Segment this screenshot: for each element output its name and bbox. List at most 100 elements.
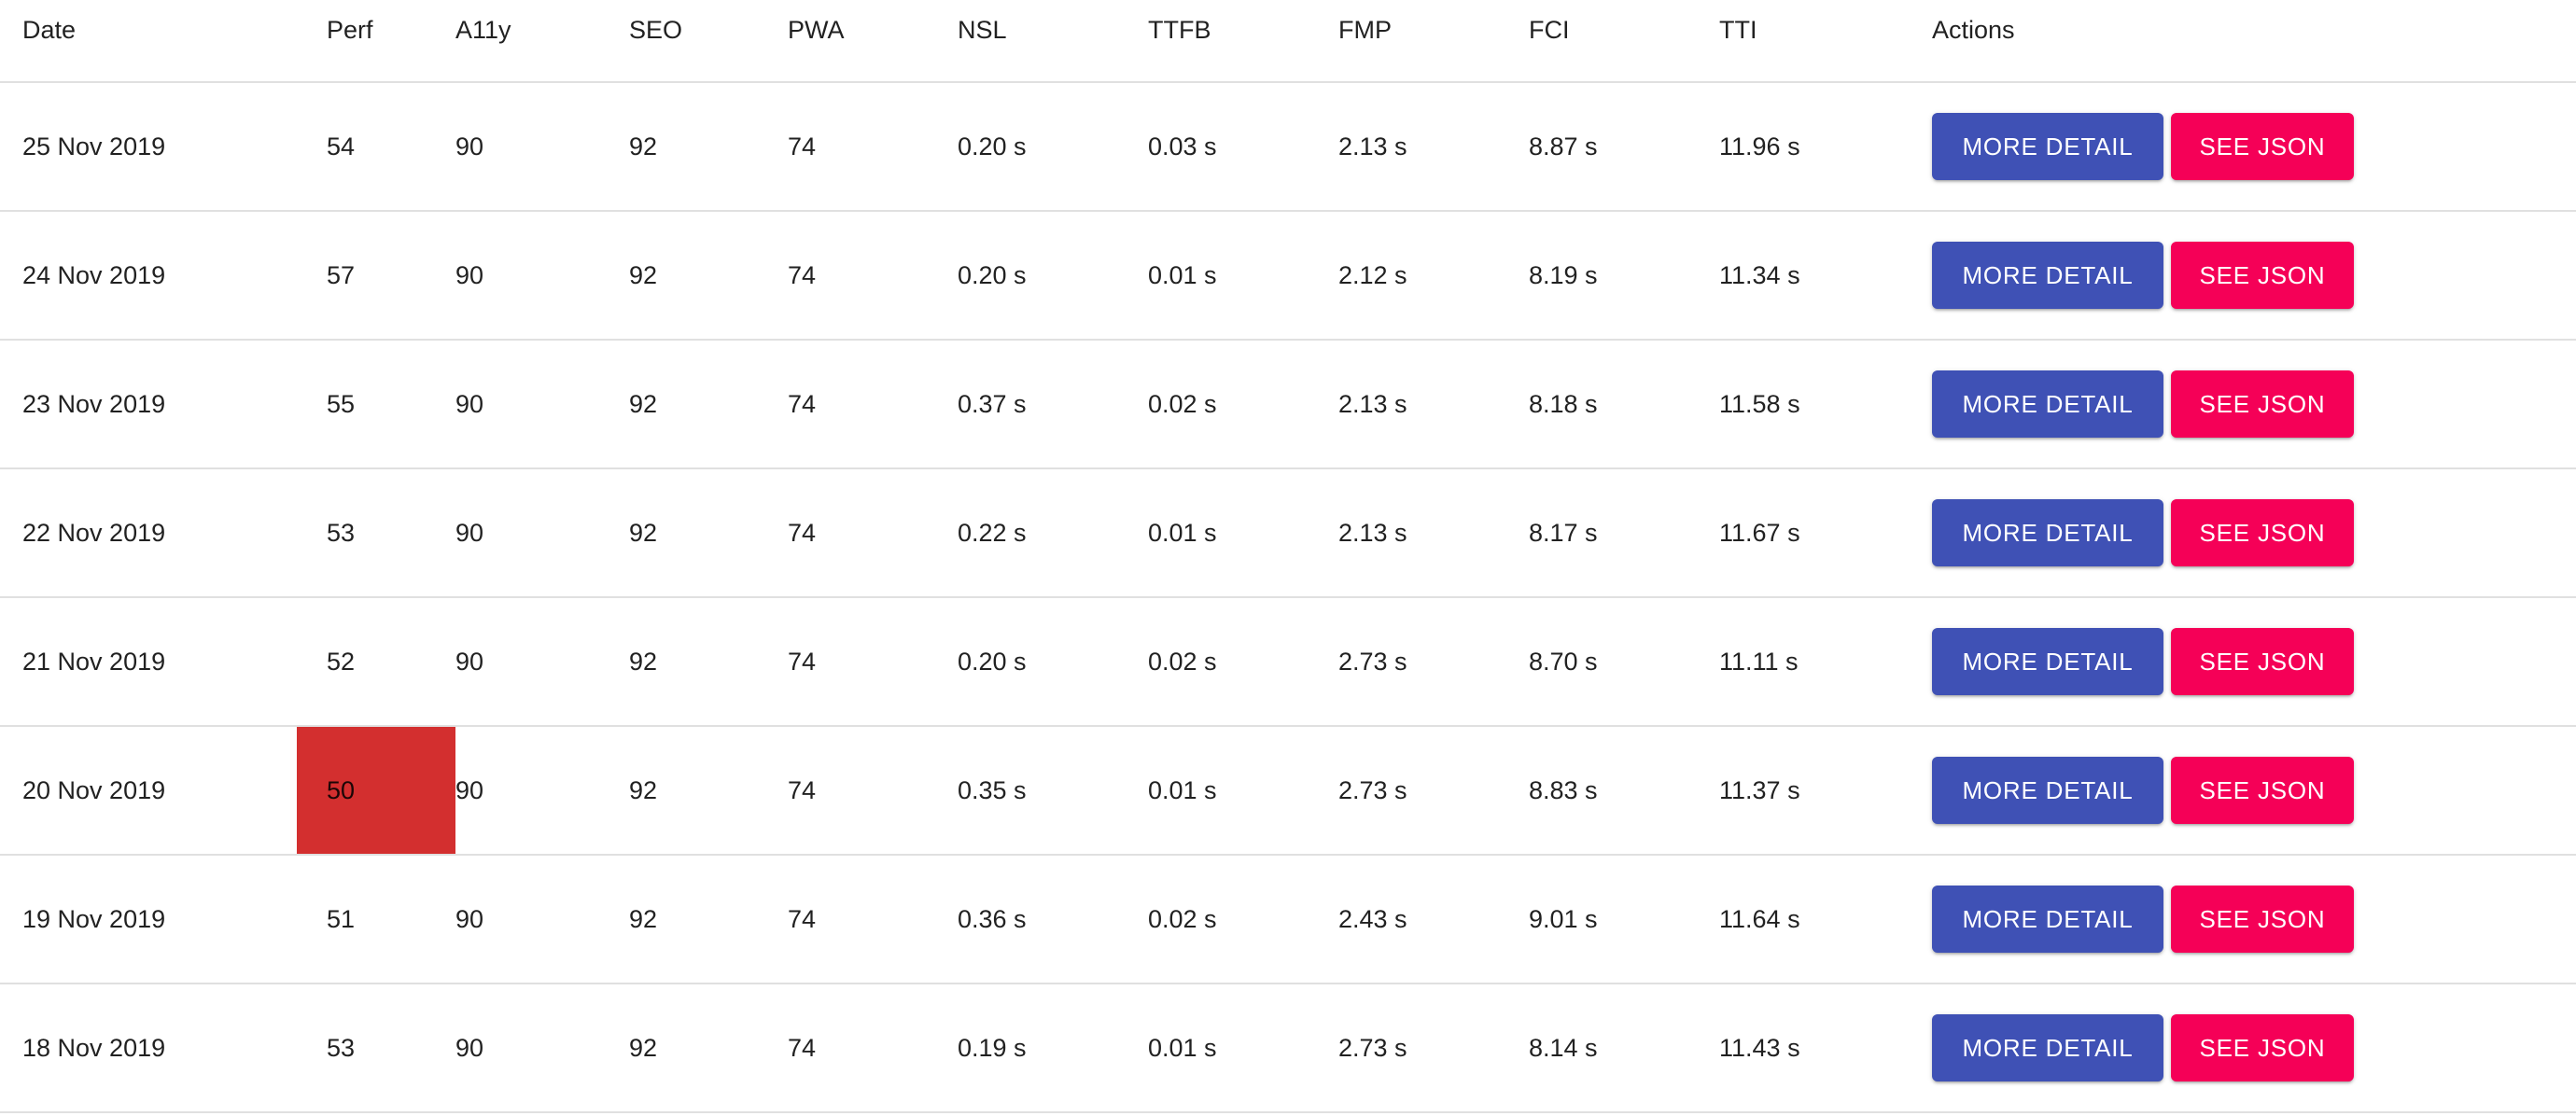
see-json-button[interactable]: SEE JSON	[2171, 1014, 2354, 1081]
cell-perf-highlighted: 50	[297, 726, 455, 856]
cell-a11y: 90	[455, 855, 629, 984]
cell-actions: MORE DETAIL SEE JSON	[1932, 726, 2576, 856]
header-actions: Actions	[1932, 0, 2576, 83]
more-detail-button[interactable]: MORE DETAIL	[1932, 113, 2163, 180]
see-json-button[interactable]: SEE JSON	[2171, 499, 2354, 566]
more-detail-button[interactable]: MORE DETAIL	[1932, 1014, 2163, 1081]
see-json-button[interactable]: SEE JSON	[2171, 757, 2354, 824]
see-json-button[interactable]: SEE JSON	[2171, 628, 2354, 695]
cell-fci: 8.18 s	[1529, 340, 1719, 469]
cell-nsl: 0.19 s	[958, 983, 1148, 1113]
cell-ttfb: 0.02 s	[1148, 855, 1338, 984]
header-seo: SEO	[629, 0, 788, 83]
cell-seo: 92	[629, 468, 788, 598]
cell-tti: 11.96 s	[1719, 82, 1932, 212]
header-fci: FCI	[1529, 0, 1719, 83]
table-row: 20 Nov 2019 50 90 92 74 0.35 s 0.01 s 2.…	[0, 726, 2576, 856]
cell-date: 21 Nov 2019	[0, 597, 297, 727]
table-row: 19 Nov 2019 51 90 92 74 0.36 s 0.02 s 2.…	[0, 855, 2576, 984]
cell-date: 24 Nov 2019	[0, 211, 297, 341]
cell-a11y: 90	[455, 82, 629, 212]
cell-nsl: 0.20 s	[958, 211, 1148, 341]
header-row: Date Perf A11y SEO PWA NSL TTFB FMP FCI …	[0, 0, 2576, 83]
cell-actions: MORE DETAIL SEE JSON	[1932, 211, 2576, 341]
table-header: Date Perf A11y SEO PWA NSL TTFB FMP FCI …	[0, 0, 2576, 83]
cell-pwa: 74	[788, 726, 958, 856]
cell-tti: 11.64 s	[1719, 855, 1932, 984]
cell-seo: 92	[629, 855, 788, 984]
cell-seo: 92	[629, 211, 788, 341]
table-row: 22 Nov 2019 53 90 92 74 0.22 s 0.01 s 2.…	[0, 468, 2576, 598]
cell-date: 18 Nov 2019	[0, 983, 297, 1113]
cell-nsl: 0.36 s	[958, 855, 1148, 984]
cell-a11y: 90	[455, 468, 629, 598]
cell-perf: 57	[297, 211, 455, 341]
cell-nsl: 0.37 s	[958, 340, 1148, 469]
cell-tti: 11.43 s	[1719, 983, 1932, 1113]
cell-date: 25 Nov 2019	[0, 82, 297, 212]
cell-actions: MORE DETAIL SEE JSON	[1932, 468, 2576, 598]
cell-fmp: 2.73 s	[1338, 983, 1529, 1113]
cell-ttfb: 0.02 s	[1148, 340, 1338, 469]
cell-nsl: 0.20 s	[958, 597, 1148, 727]
more-detail-button[interactable]: MORE DETAIL	[1932, 757, 2163, 824]
cell-ttfb: 0.01 s	[1148, 726, 1338, 856]
cell-pwa: 74	[788, 82, 958, 212]
cell-seo: 92	[629, 983, 788, 1113]
see-json-button[interactable]: SEE JSON	[2171, 886, 2354, 953]
more-detail-button[interactable]: MORE DETAIL	[1932, 370, 2163, 438]
cell-actions: MORE DETAIL SEE JSON	[1932, 82, 2576, 212]
see-json-button[interactable]: SEE JSON	[2171, 242, 2354, 309]
cell-tti: 11.34 s	[1719, 211, 1932, 341]
cell-fci: 8.70 s	[1529, 597, 1719, 727]
cell-seo: 92	[629, 597, 788, 727]
table-body: 25 Nov 2019 54 90 92 74 0.20 s 0.03 s 2.…	[0, 82, 2576, 1113]
more-detail-button[interactable]: MORE DETAIL	[1932, 242, 2163, 309]
cell-fci: 8.14 s	[1529, 983, 1719, 1113]
cell-seo: 92	[629, 726, 788, 856]
cell-fci: 8.87 s	[1529, 82, 1719, 212]
cell-fmp: 2.12 s	[1338, 211, 1529, 341]
more-detail-button[interactable]: MORE DETAIL	[1932, 886, 2163, 953]
cell-ttfb: 0.01 s	[1148, 468, 1338, 598]
table-row: 23 Nov 2019 55 90 92 74 0.37 s 0.02 s 2.…	[0, 340, 2576, 469]
cell-ttfb: 0.01 s	[1148, 983, 1338, 1113]
table-row: 25 Nov 2019 54 90 92 74 0.20 s 0.03 s 2.…	[0, 82, 2576, 212]
cell-pwa: 74	[788, 468, 958, 598]
cell-seo: 92	[629, 82, 788, 212]
cell-perf: 53	[297, 468, 455, 598]
cell-ttfb: 0.02 s	[1148, 597, 1338, 727]
header-date: Date	[0, 0, 297, 83]
cell-fci: 8.19 s	[1529, 211, 1719, 341]
cell-fci: 8.17 s	[1529, 468, 1719, 598]
cell-actions: MORE DETAIL SEE JSON	[1932, 983, 2576, 1113]
more-detail-button[interactable]: MORE DETAIL	[1932, 628, 2163, 695]
cell-tti: 11.58 s	[1719, 340, 1932, 469]
cell-pwa: 74	[788, 340, 958, 469]
cell-actions: MORE DETAIL SEE JSON	[1932, 340, 2576, 469]
cell-tti: 11.67 s	[1719, 468, 1932, 598]
cell-ttfb: 0.03 s	[1148, 82, 1338, 212]
cell-perf: 54	[297, 82, 455, 212]
header-ttfb: TTFB	[1148, 0, 1338, 83]
cell-date: 23 Nov 2019	[0, 340, 297, 469]
table-row: 24 Nov 2019 57 90 92 74 0.20 s 0.01 s 2.…	[0, 211, 2576, 341]
header-pwa: PWA	[788, 0, 958, 83]
header-tti: TTI	[1719, 0, 1932, 83]
table-row: 18 Nov 2019 53 90 92 74 0.19 s 0.01 s 2.…	[0, 983, 2576, 1113]
header-nsl: NSL	[958, 0, 1148, 83]
cell-actions: MORE DETAIL SEE JSON	[1932, 597, 2576, 727]
cell-tti: 11.11 s	[1719, 597, 1932, 727]
cell-fmp: 2.73 s	[1338, 597, 1529, 727]
cell-seo: 92	[629, 340, 788, 469]
cell-date: 20 Nov 2019	[0, 726, 297, 856]
see-json-button[interactable]: SEE JSON	[2171, 370, 2354, 438]
header-a11y: A11y	[455, 0, 629, 83]
cell-nsl: 0.20 s	[958, 82, 1148, 212]
more-detail-button[interactable]: MORE DETAIL	[1932, 499, 2163, 566]
header-perf: Perf	[297, 0, 455, 83]
cell-fci: 8.83 s	[1529, 726, 1719, 856]
table-row: 21 Nov 2019 52 90 92 74 0.20 s 0.02 s 2.…	[0, 597, 2576, 727]
see-json-button[interactable]: SEE JSON	[2171, 113, 2354, 180]
